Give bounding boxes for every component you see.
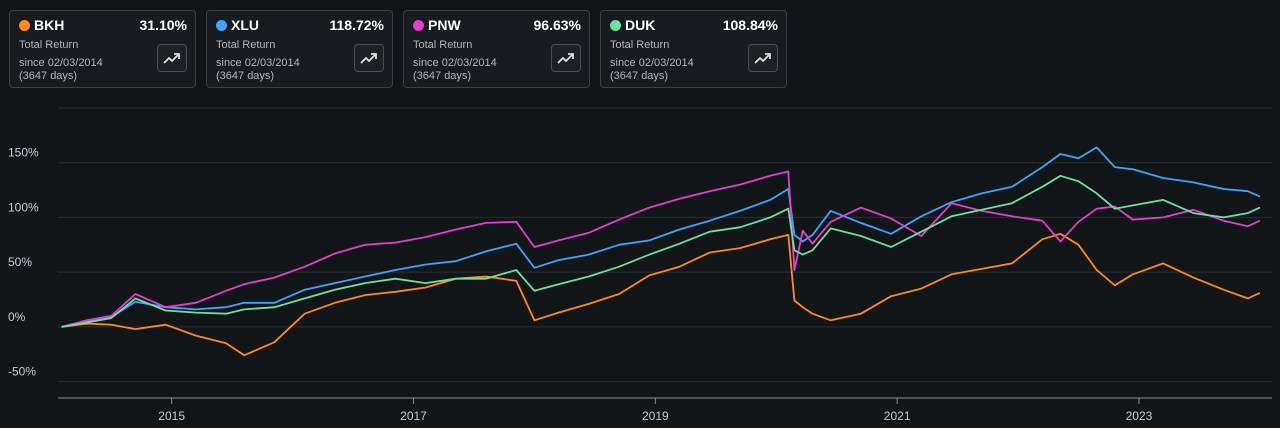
y-tick-label: 150%	[8, 146, 39, 160]
total-return-label: Total Return	[19, 39, 79, 51]
days-count: (3647 days)	[216, 70, 275, 82]
y-tick-label: -50%	[8, 365, 36, 379]
trend-chart-button[interactable]	[354, 44, 384, 72]
series-line-xlu	[61, 146, 1261, 328]
days-count: (3647 days)	[610, 70, 669, 82]
trend-chart-button[interactable]	[748, 44, 778, 72]
total-return-value: 118.72%	[329, 17, 385, 33]
total-return-value: 96.63%	[533, 17, 581, 33]
y-tick-label: 50%	[8, 255, 32, 269]
ticker-symbol: PNW	[428, 17, 461, 33]
trending-up-icon	[754, 53, 771, 64]
ticker-card-duk[interactable]: DUK 108.84% Total Return since 02/03/201…	[600, 10, 787, 88]
trending-up-icon	[557, 53, 574, 64]
series-color-dot	[610, 20, 621, 31]
series-line-bkh	[61, 232, 1261, 357]
ticker-symbol: XLU	[231, 17, 259, 33]
series-line-duk	[61, 174, 1261, 328]
total-return-label: Total Return	[610, 39, 670, 51]
ticker-card-bkh[interactable]: BKH 31.10% Total Return since 02/03/2014…	[9, 10, 196, 88]
trend-chart-button[interactable]	[551, 44, 581, 72]
days-count: (3647 days)	[413, 70, 472, 82]
since-date: since 02/03/2014	[216, 57, 300, 69]
total-return-value: 108.84%	[722, 17, 778, 33]
since-date: since 02/03/2014	[19, 57, 103, 69]
x-tick-label: 2015	[158, 409, 185, 423]
series-line-pnw	[61, 170, 1261, 328]
since-date: since 02/03/2014	[610, 57, 694, 69]
trend-chart-button[interactable]	[157, 44, 187, 72]
series-color-dot	[216, 20, 227, 31]
ticker-symbol: DUK	[625, 17, 656, 33]
total-return-label: Total Return	[216, 39, 276, 51]
ticker-card-xlu[interactable]: XLU 118.72% Total Return since 02/03/201…	[206, 10, 393, 88]
y-tick-label: 100%	[8, 200, 39, 214]
days-count: (3647 days)	[19, 70, 78, 82]
series-color-dot	[19, 20, 30, 31]
series-color-dot	[413, 20, 424, 31]
trending-up-icon	[163, 53, 180, 64]
x-tick-label: 2023	[1126, 409, 1153, 423]
y-tick-label: 0%	[8, 310, 26, 324]
x-tick-label: 2019	[642, 409, 669, 423]
x-tick-label: 2017	[400, 409, 427, 423]
since-date: since 02/03/2014	[413, 57, 497, 69]
x-tick-label: 2021	[884, 409, 911, 423]
total-return-value: 31.10%	[139, 17, 187, 33]
total-return-label: Total Return	[413, 39, 473, 51]
trending-up-icon	[360, 53, 377, 64]
ticker-cards: BKH 31.10% Total Return since 02/03/2014…	[9, 10, 787, 88]
ticker-symbol: BKH	[34, 17, 65, 33]
ticker-card-pnw[interactable]: PNW 96.63% Total Return since 02/03/2014…	[403, 10, 590, 88]
